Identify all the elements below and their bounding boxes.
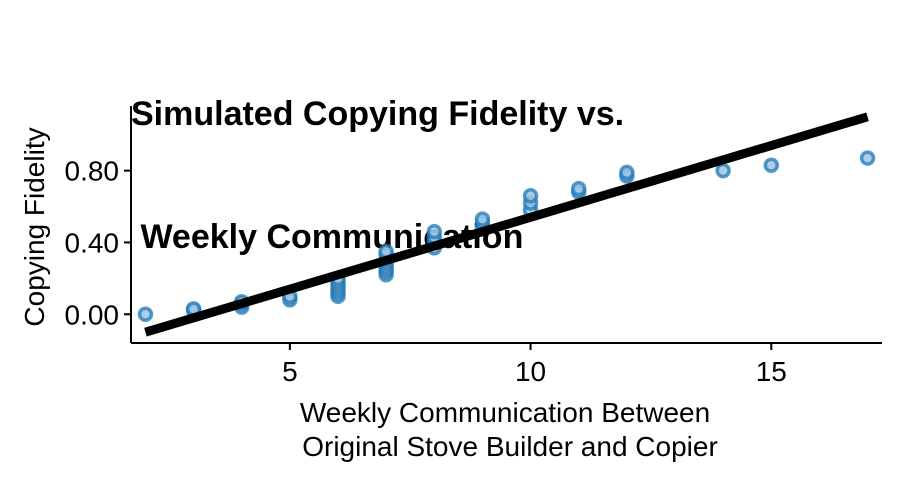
data-point bbox=[763, 157, 780, 173]
fit-line bbox=[144, 112, 869, 337]
y-tick-label: 0.00 bbox=[65, 299, 120, 330]
chart-title-line-2: Weekly Communication bbox=[131, 218, 524, 256]
x-tick-label: 15 bbox=[756, 356, 787, 387]
data-point bbox=[522, 188, 539, 204]
data-point bbox=[474, 211, 491, 227]
y-axis-title: Copying Fidelity bbox=[19, 127, 50, 326]
points-layer bbox=[137, 150, 876, 323]
chart-title: Simulated Copying Fidelity vs. Weekly Co… bbox=[131, 12, 624, 299]
data-point bbox=[859, 150, 876, 166]
axes: 5 10 15 0.00 0.40 0.80 bbox=[65, 106, 882, 387]
x-tick-label: 10 bbox=[515, 356, 546, 387]
data-point bbox=[570, 180, 587, 197]
x-axis-title-line-2: Original Stove Builder and Copier bbox=[302, 431, 718, 462]
x-axis-title-line-1: Weekly Communication Between bbox=[300, 397, 710, 428]
data-point bbox=[137, 306, 154, 323]
y-tick-label: 0.80 bbox=[65, 156, 120, 187]
labels-layer: Weekly Communication Between Original St… bbox=[19, 127, 718, 462]
fit-line-layer bbox=[144, 112, 869, 337]
data-point bbox=[619, 164, 635, 181]
chart-title-line-1: Simulated Copying Fidelity vs. bbox=[131, 95, 625, 133]
data-point bbox=[715, 162, 731, 179]
x-tick-label: 5 bbox=[282, 356, 298, 387]
y-tick-label: 0.40 bbox=[65, 227, 120, 258]
data-point bbox=[426, 223, 443, 240]
